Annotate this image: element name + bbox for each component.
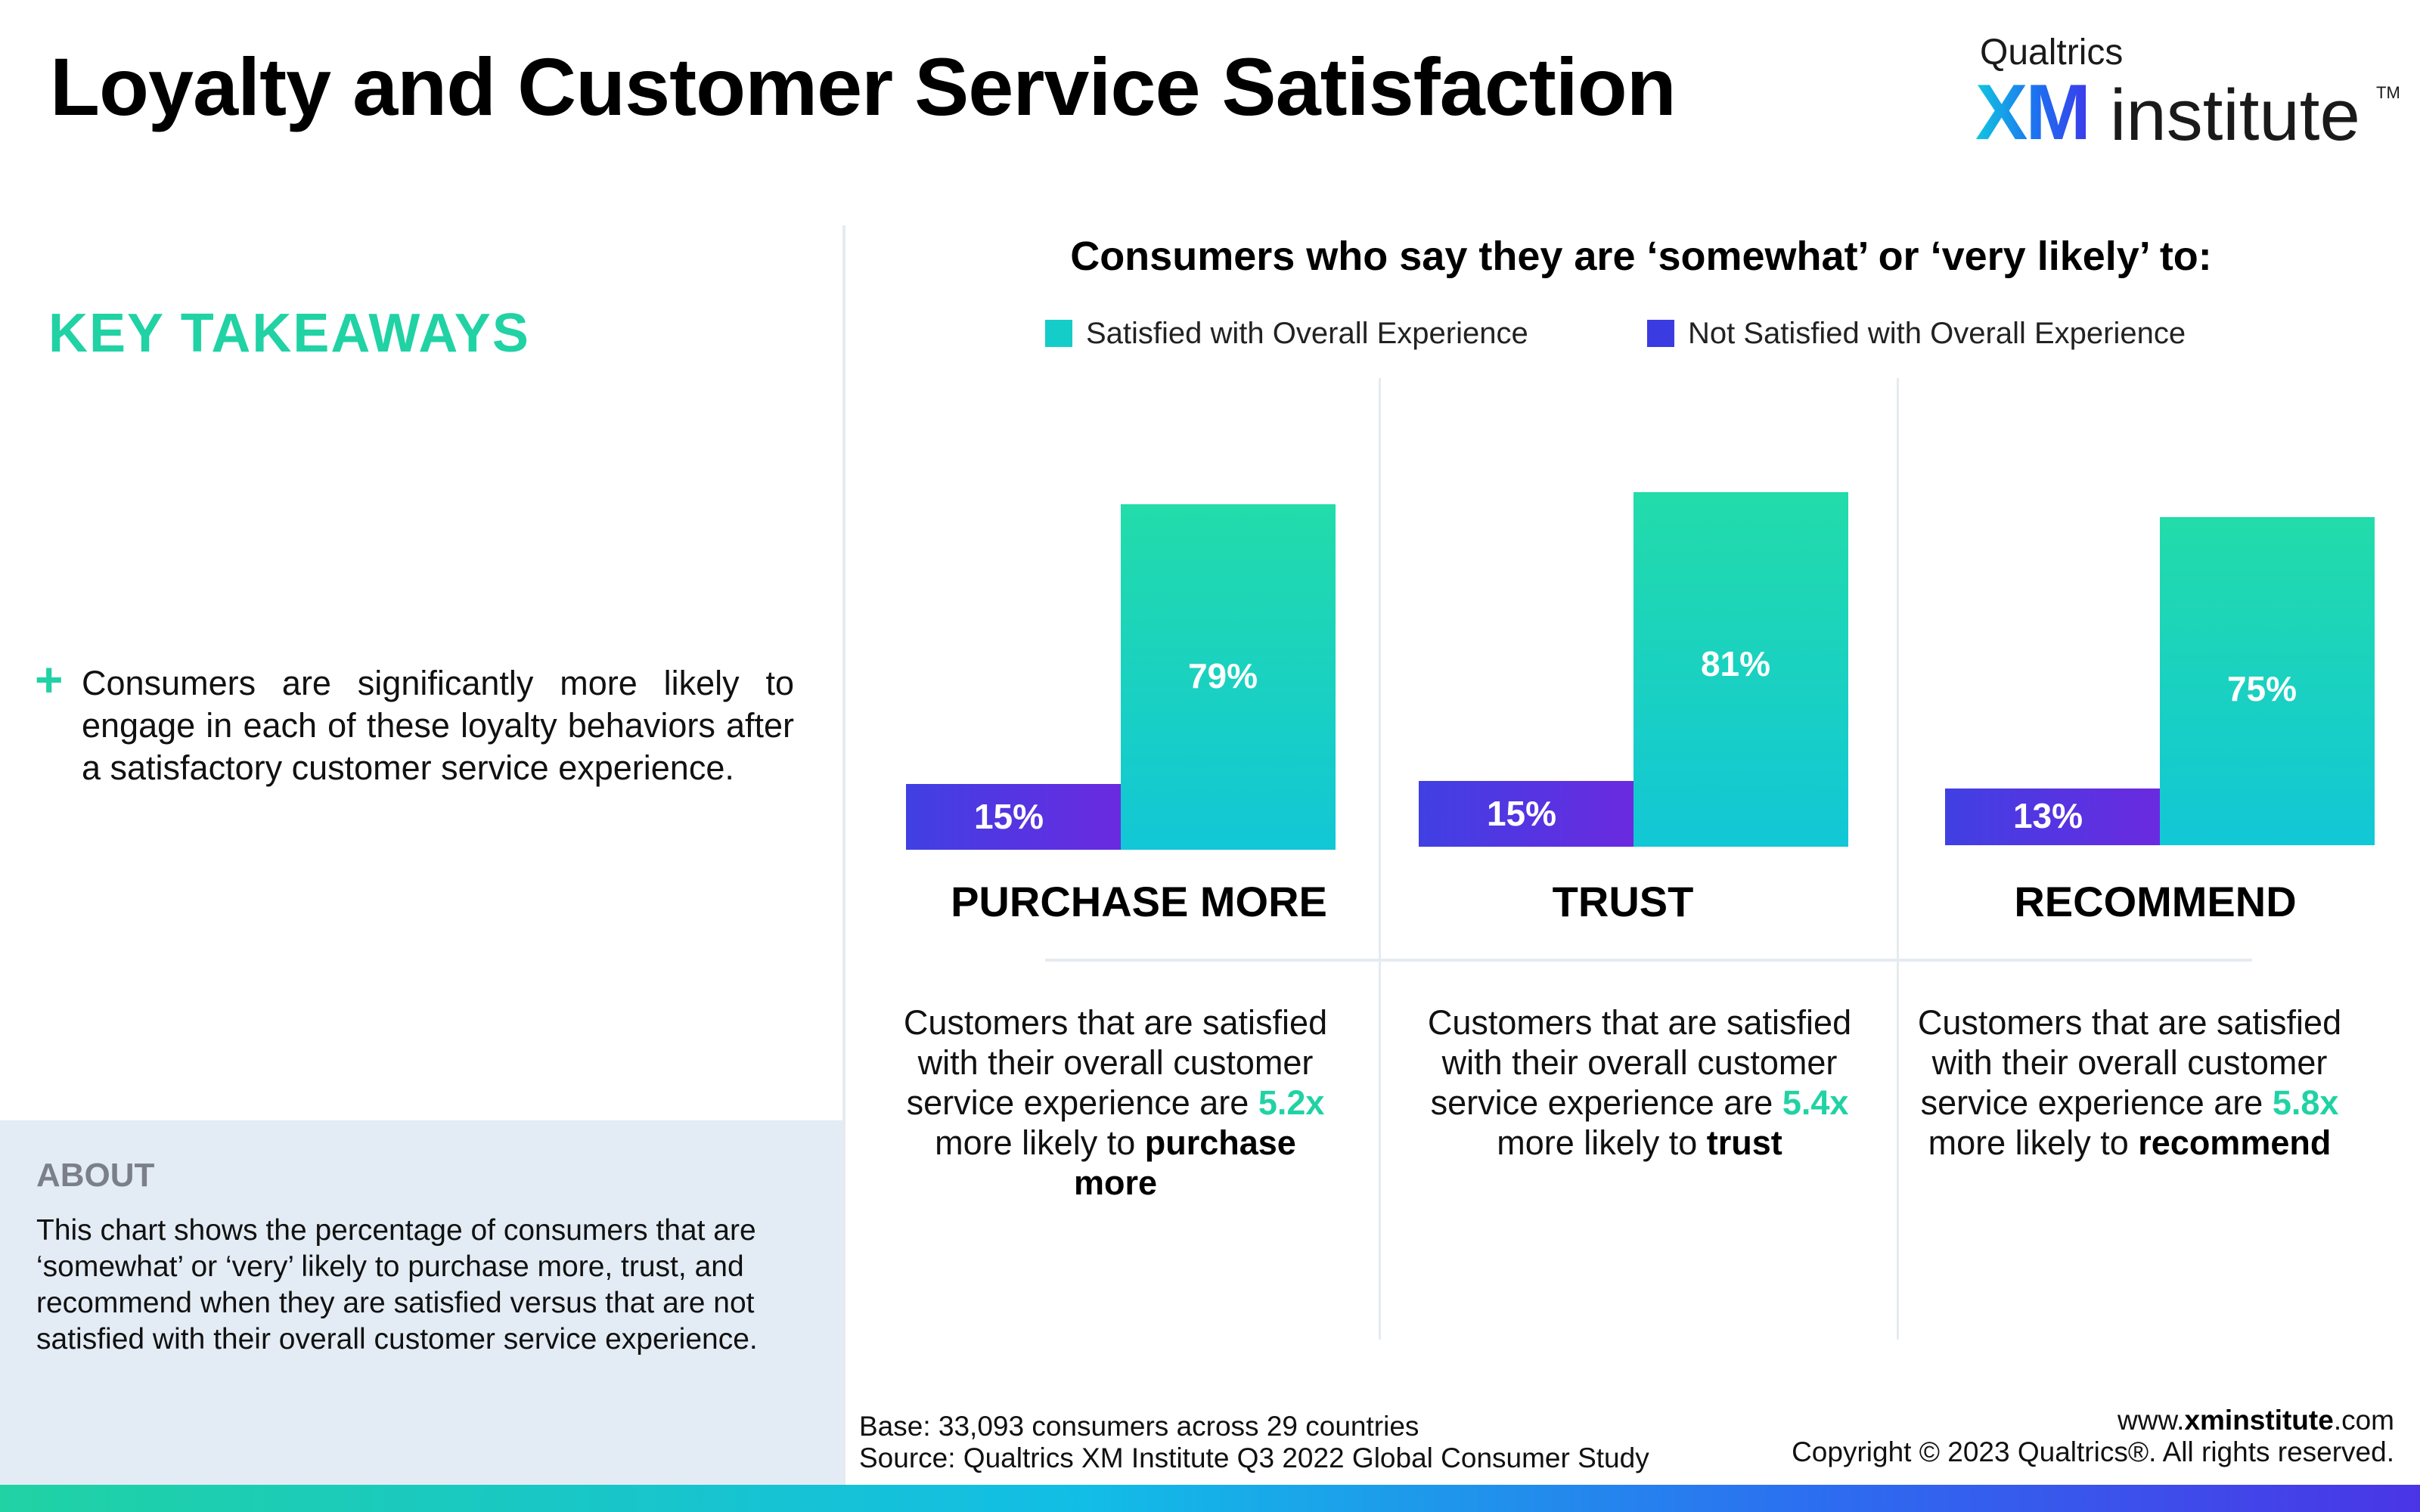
about-panel: ABOUT This chart shows the percentage of… [0, 1120, 842, 1485]
legend-swatch-satisfied [1045, 320, 1072, 347]
bar-not-satisfied-recommend [1945, 788, 2160, 845]
logo-institute-text: institute [2110, 75, 2360, 156]
description-recommend: Customers that are satisfied with their … [1903, 1002, 2356, 1163]
key-takeaways-heading: KEY TAKEAWAYS [48, 303, 530, 364]
legend-not-satisfied: Not Satisfied with Overall Experience [1647, 316, 2186, 351]
legend-label-not-satisfied: Not Satisfied with Overall Experience [1688, 316, 2186, 350]
source-note: Base: 33,093 consumers across 29 countri… [859, 1411, 1649, 1474]
page-title: Loyalty and Customer Service Satisfactio… [50, 41, 1677, 132]
description-text: Customers that are satisfied with their … [903, 1003, 1328, 1122]
description-trust: Customers that are satisfied with their … [1413, 1002, 1866, 1163]
column-separator [1897, 378, 1899, 1340]
about-text: This chart shows the percentage of consu… [36, 1214, 758, 1356]
multiplier-value: 5.8x [2272, 1083, 2339, 1122]
behavior-text: recommend [2138, 1123, 2332, 1162]
panel-divider [842, 225, 845, 1497]
behavior-text: purchase more [1073, 1123, 1296, 1202]
bar-satisfied-trust [1634, 492, 1848, 847]
plus-icon: + [35, 652, 64, 707]
column-separator [1379, 378, 1381, 1340]
row-separator [1045, 959, 2252, 962]
logo-xm-text: XM [1975, 69, 2091, 156]
category-label-trust: TRUST [1552, 878, 1694, 925]
multiplier-value: 5.2x [1258, 1083, 1325, 1122]
url-prefix: www. [2118, 1405, 2185, 1436]
legend-satisfied: Satisfied with Overall Experience [1045, 316, 1528, 351]
description-text: more likely to [1497, 1123, 1707, 1162]
multiplier-value: 5.4x [1782, 1083, 1849, 1122]
description-text: more likely to [1928, 1123, 2139, 1162]
website-url[interactable]: www.xminstitute.com [1792, 1405, 2394, 1436]
bar-not-satisfied-purchase-more [906, 784, 1121, 850]
base-line: Base: 33,093 consumers across 29 countri… [859, 1411, 1419, 1442]
bar-label-not-satisfied-trust: 15% [1486, 793, 1557, 833]
description-text: Customers that are satisfied with their … [1917, 1003, 2342, 1122]
bar-label-satisfied-purchase-more: 79% [1187, 655, 1258, 696]
legend-label-satisfied: Satisfied with Overall Experience [1086, 316, 1528, 350]
logo-trademark: TM [2376, 83, 2400, 102]
behavior-text: trust [1706, 1123, 1782, 1162]
bar-satisfied-purchase-more [1121, 503, 1336, 850]
category-label-recommend: RECOMMEND [2014, 878, 2297, 925]
bar-not-satisfied-trust [1419, 781, 1634, 847]
url-domain: xminstitute [2184, 1405, 2334, 1436]
key-takeaway-text: Consumers are significantly more likely … [82, 664, 794, 787]
description-text: more likely to [935, 1123, 1145, 1162]
category-label-purchase-more: PURCHASE MORE [951, 878, 1327, 925]
url-suffix: .com [2333, 1405, 2394, 1436]
bar-label-satisfied-trust: 81% [1700, 644, 1771, 683]
legend-swatch-not-satisfied [1647, 320, 1674, 347]
bar-label-not-satisfied-recommend: 13% [2012, 796, 2083, 836]
qualtrics-xm-institute-logo: Qualtrics XM institute TM [1975, 29, 2400, 156]
bottom-gradient-strip [0, 1485, 2420, 1512]
description-purchase-more: Customers that are satisfied with their … [889, 1002, 1342, 1203]
source-line: Source: Qualtrics XM Institute Q3 2022 G… [859, 1442, 1649, 1473]
copyright-block: www.xminstitute.com Copyright © 2023 Qua… [1792, 1405, 2394, 1468]
bar-label-satisfied-recommend: 75% [2226, 668, 2297, 708]
bar-label-not-satisfied-purchase-more: 15% [973, 796, 1044, 836]
about-heading: ABOUT [36, 1157, 155, 1194]
copyright-text: Copyright © 2023 Qualtrics®. All rights … [1792, 1436, 2394, 1467]
bar-satisfied-recommend [2160, 516, 2375, 845]
logo-qualtrics-text: Qualtrics [1980, 33, 2124, 73]
description-text: Customers that are satisfied with their … [1427, 1003, 1852, 1122]
chart-title: Consumers who say they are ‘somewhat’ or… [1070, 234, 2212, 279]
